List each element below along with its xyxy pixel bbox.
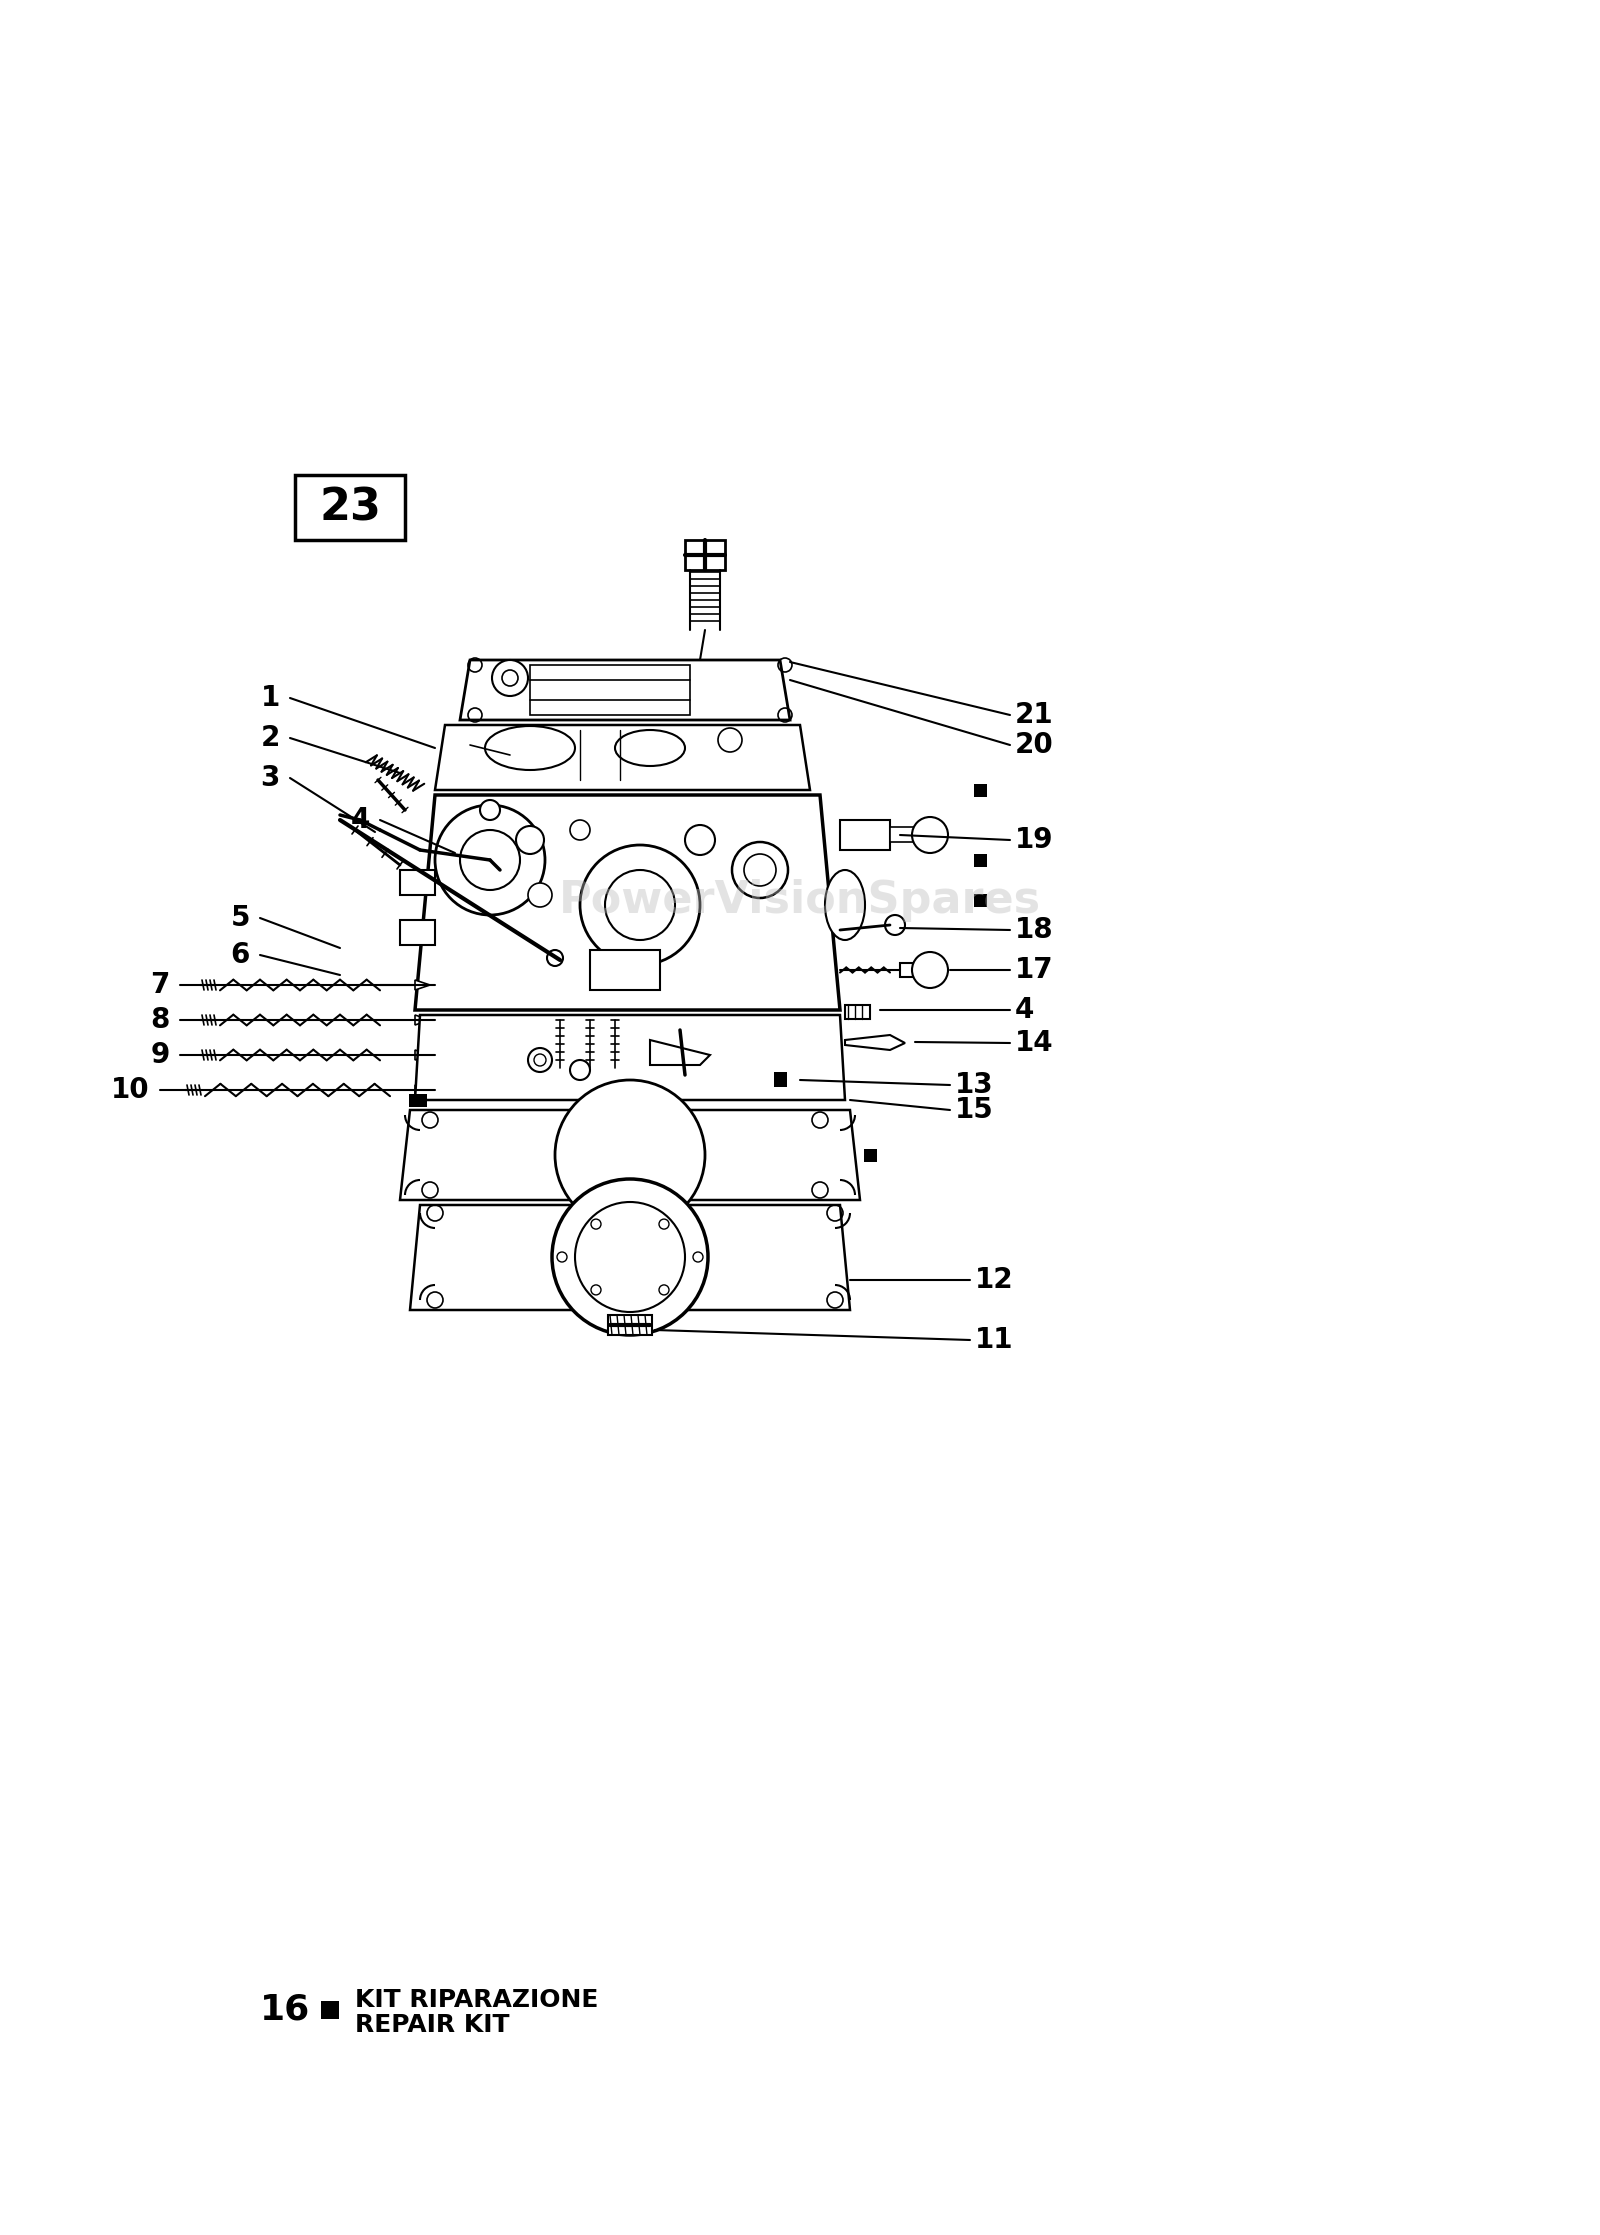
Text: 4: 4	[350, 807, 370, 834]
Circle shape	[435, 805, 546, 914]
Bar	[864, 1149, 877, 1162]
Circle shape	[555, 1080, 706, 1229]
Bar	[530, 666, 690, 715]
Text: 15: 15	[955, 1095, 994, 1124]
Text: 23: 23	[318, 487, 381, 530]
Text: 19: 19	[1014, 827, 1053, 854]
Polygon shape	[414, 1050, 430, 1059]
Text: 18: 18	[1014, 916, 1054, 943]
Bar	[400, 869, 435, 894]
Bar	[864, 1149, 877, 1162]
Circle shape	[912, 952, 947, 988]
Text: REPAIR KIT: REPAIR KIT	[355, 2014, 509, 2036]
Bar	[773, 1073, 787, 1086]
Bar	[294, 476, 405, 541]
Bar	[408, 1093, 421, 1106]
Text: 16: 16	[259, 1994, 310, 2027]
Text: 5: 5	[230, 903, 250, 932]
Bar	[973, 784, 987, 796]
Bar	[685, 541, 725, 570]
Polygon shape	[414, 1084, 432, 1095]
Circle shape	[502, 670, 518, 686]
Polygon shape	[650, 1039, 710, 1066]
Polygon shape	[435, 724, 810, 789]
Bar	[890, 827, 915, 843]
Bar	[608, 1314, 653, 1334]
Text: 7: 7	[150, 970, 170, 999]
Text: 4: 4	[1014, 997, 1034, 1024]
Circle shape	[534, 1055, 546, 1066]
Bar	[400, 921, 435, 945]
Polygon shape	[414, 1015, 845, 1100]
Text: 11: 11	[974, 1325, 1013, 1354]
Circle shape	[461, 829, 520, 890]
Text: 13: 13	[955, 1071, 994, 1100]
Circle shape	[528, 1048, 552, 1073]
Circle shape	[733, 843, 787, 898]
Circle shape	[480, 800, 499, 820]
Bar	[590, 950, 661, 990]
Bar	[845, 1006, 870, 1019]
Text: 21: 21	[1014, 702, 1054, 729]
Polygon shape	[414, 1015, 430, 1026]
Polygon shape	[410, 1205, 850, 1310]
Text: 8: 8	[150, 1006, 170, 1035]
Circle shape	[528, 883, 552, 907]
Text: 6: 6	[230, 941, 250, 970]
Text: 12: 12	[974, 1265, 1014, 1294]
Text: 9: 9	[150, 1042, 170, 1068]
Circle shape	[574, 1202, 685, 1312]
Polygon shape	[845, 1035, 906, 1050]
Bar	[413, 1093, 427, 1106]
Circle shape	[570, 1059, 590, 1080]
Polygon shape	[400, 1111, 861, 1200]
Circle shape	[912, 818, 947, 854]
Circle shape	[744, 854, 776, 885]
Polygon shape	[461, 659, 790, 720]
Circle shape	[885, 914, 906, 934]
Bar	[773, 1071, 787, 1084]
Bar	[899, 963, 930, 977]
Circle shape	[493, 659, 528, 695]
Text: 10: 10	[112, 1075, 150, 1104]
Text: 2: 2	[261, 724, 280, 751]
Ellipse shape	[826, 869, 866, 941]
Ellipse shape	[485, 726, 574, 771]
Text: 1: 1	[261, 684, 280, 713]
Bar	[840, 820, 890, 849]
Circle shape	[579, 845, 701, 966]
Circle shape	[605, 869, 675, 941]
Circle shape	[685, 825, 715, 856]
Polygon shape	[414, 796, 840, 1010]
Bar	[973, 894, 987, 907]
Bar	[322, 2000, 339, 2018]
Text: 3: 3	[261, 764, 280, 791]
Circle shape	[547, 950, 563, 966]
Circle shape	[570, 820, 590, 840]
Text: 14: 14	[1014, 1028, 1054, 1057]
Circle shape	[515, 827, 544, 854]
Polygon shape	[414, 979, 430, 990]
Text: 20: 20	[1014, 731, 1054, 760]
Text: KIT RIPARAZIONE: KIT RIPARAZIONE	[355, 1987, 598, 2012]
Text: PowerVisionSpares: PowerVisionSpares	[558, 878, 1042, 921]
Bar	[973, 854, 987, 867]
Text: 17: 17	[1014, 957, 1054, 983]
Circle shape	[552, 1180, 707, 1334]
Ellipse shape	[614, 731, 685, 767]
